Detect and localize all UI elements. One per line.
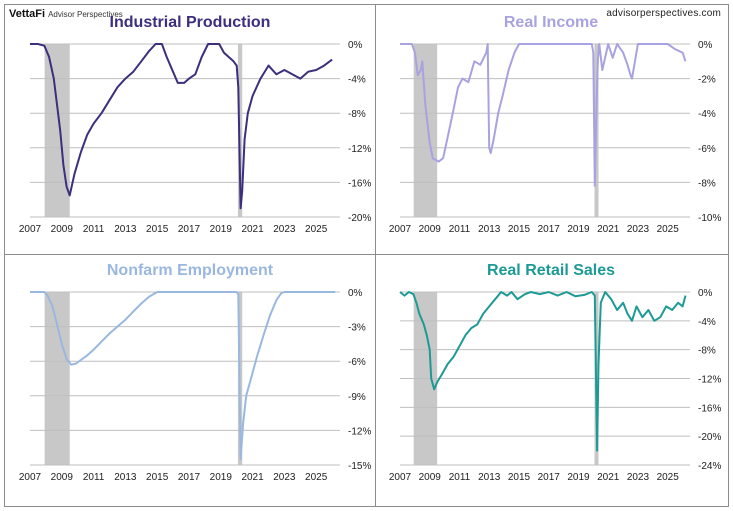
y-tick-label: -20% (698, 432, 721, 443)
x-tick-label: 2013 (478, 224, 501, 235)
x-tick-label: 2011 (83, 224, 105, 235)
series-line (400, 43, 687, 187)
x-tick-label: 2017 (178, 472, 201, 483)
y-tick-label: -12% (348, 144, 371, 155)
chart-panel-4: 0% -4% -8% -12% -16% -20% -24% 2007 2009 2011 2013… (389, 262, 722, 483)
y-tick-label: -4% (698, 109, 716, 120)
x-tick-label: 2013 (478, 472, 501, 483)
y-tick-label: -6% (698, 144, 716, 155)
x-tick-label: 2025 (657, 224, 680, 235)
chart-title: Industrial Production (110, 14, 271, 31)
x-tick-label: 2017 (178, 224, 201, 235)
x-tick-label: 2019 (567, 224, 590, 235)
y-tick-label: -4% (698, 317, 716, 328)
x-tick-label: 2019 (210, 224, 233, 235)
y-tick-label: -12% (348, 426, 371, 437)
y-tick-label: -4% (348, 75, 366, 86)
series-line (30, 291, 336, 461)
x-tick-label: 2015 (508, 224, 531, 235)
series-line (30, 43, 333, 210)
x-tick-label: 2011 (449, 472, 471, 483)
x-tick-label: 2023 (627, 472, 650, 483)
y-tick-label: -15% (348, 461, 371, 472)
x-tick-label: 2013 (114, 224, 137, 235)
x-tick-label: 2007 (389, 472, 412, 483)
y-tick-label: -16% (348, 178, 371, 189)
y-tick-label: -24% (698, 461, 721, 472)
chart-panel-1: 0% -4% -8% -12% -16% -20% 2007 2009 2011 2013 2015… (19, 14, 372, 235)
y-tick-label: 0% (348, 40, 363, 51)
recession-band (44, 44, 70, 217)
x-tick-label: 2025 (305, 472, 328, 483)
y-tick-label: -10% (698, 213, 721, 224)
x-tick-label: 2023 (627, 224, 650, 235)
brand-name: VettaFi (9, 8, 46, 20)
x-tick-label: 2015 (146, 472, 169, 483)
x-tick-label: 2017 (538, 224, 561, 235)
brand-logo: VettaFi Advisor Perspectives (9, 8, 123, 20)
series-line (399, 291, 687, 452)
y-tick-label: -8% (348, 109, 366, 120)
x-tick-label: 2025 (657, 472, 680, 483)
x-tick-label: 2023 (273, 472, 296, 483)
x-tick-label: 2007 (19, 224, 42, 235)
y-tick-label: -8% (698, 178, 716, 189)
outer-border (4, 4, 729, 507)
x-tick-label: 2017 (538, 472, 561, 483)
x-tick-label: 2023 (273, 224, 296, 235)
x-tick-label: 2021 (597, 472, 620, 483)
x-tick-label: 2019 (567, 472, 590, 483)
chart-panels: 0% -4% -8% -12% -16% -20% 2007 2009 2011 2013 2015… (19, 14, 722, 483)
chart-title: Nonfarm Employment (107, 262, 274, 279)
x-tick-label: 2021 (241, 224, 264, 235)
chart-panel-2: 0% -2% -4% -6% -8% -10% 2007 2009 2011 2013 2015 20… (389, 14, 722, 235)
x-tick-label: 2009 (51, 472, 74, 483)
y-tick-label: -9% (348, 392, 366, 403)
y-tick-label: -3% (348, 323, 366, 334)
chart-panel-3: 0% -3% -6% -9% -12% -15% 2007 2009 2011 2013 2015 2… (19, 262, 372, 483)
chart-title: Real Retail Sales (487, 262, 615, 279)
x-tick-label: 2019 (210, 472, 233, 483)
brand-subtitle: Advisor Perspectives (48, 10, 123, 19)
y-tick-label: -12% (698, 375, 721, 386)
x-tick-label: 2021 (597, 224, 620, 235)
y-tick-label: -20% (348, 213, 371, 224)
y-tick-label: -6% (348, 357, 366, 368)
site-url: advisorperspectives.com (606, 8, 721, 19)
chart-title: Real Income (504, 14, 598, 31)
x-tick-label: 2007 (19, 472, 42, 483)
recession-band (44, 292, 70, 465)
y-tick-label: -2% (698, 75, 716, 86)
y-tick-label: 0% (698, 288, 713, 299)
x-tick-label: 2015 (508, 472, 531, 483)
y-tick-label: -16% (698, 403, 721, 414)
x-tick-label: 2009 (419, 224, 442, 235)
x-tick-label: 2007 (389, 224, 412, 235)
x-tick-label: 2025 (305, 224, 328, 235)
x-tick-label: 2011 (449, 224, 471, 235)
y-tick-label: 0% (698, 40, 713, 51)
y-tick-label: -8% (698, 346, 716, 357)
x-tick-label: 2011 (83, 472, 105, 483)
x-tick-label: 2021 (241, 472, 264, 483)
y-tick-label: 0% (348, 288, 363, 299)
x-tick-label: 2013 (114, 472, 137, 483)
panel-borders (4, 4, 729, 507)
x-tick-label: 2015 (146, 224, 169, 235)
x-tick-label: 2009 (419, 472, 442, 483)
x-tick-label: 2009 (51, 224, 74, 235)
recession-band (413, 44, 438, 217)
